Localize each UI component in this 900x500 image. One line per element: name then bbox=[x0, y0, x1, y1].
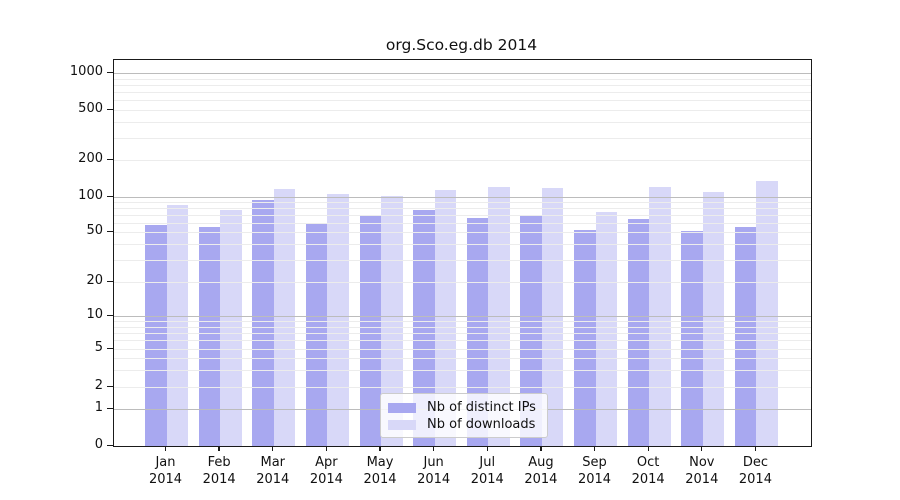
x-tick-mark-sep bbox=[593, 446, 596, 451]
bar-downloads-sep bbox=[595, 212, 618, 446]
legend-label-downloads: Nb of downloads bbox=[427, 417, 536, 432]
y-tick-label-500: 500 bbox=[78, 101, 103, 116]
x-tick-mark-feb bbox=[218, 446, 220, 451]
x-tick-mark-jun bbox=[433, 446, 435, 451]
y-tick-label-2: 2 bbox=[94, 378, 103, 393]
x-tick-label-dec: Dec 2014 bbox=[738, 455, 772, 487]
y-tick-label-20: 20 bbox=[86, 273, 103, 288]
x-tick-mark-nov bbox=[701, 446, 703, 451]
y-tick-label-10: 10 bbox=[86, 307, 103, 322]
bar-downloads-apr bbox=[327, 193, 349, 446]
bar-distinct-ips-jan bbox=[145, 224, 167, 446]
x-tick-label-jun: Jun 2014 bbox=[417, 455, 451, 487]
y-tick-mark-10 bbox=[107, 315, 113, 317]
bar-downloads-jun bbox=[434, 190, 457, 446]
y-tick-mark-100 bbox=[107, 196, 113, 198]
legend-row-downloads: Nb of downloads bbox=[388, 417, 538, 432]
x-tick-label-may: May 2014 bbox=[363, 455, 397, 487]
bar-downloads-nov bbox=[702, 191, 725, 446]
bar-distinct-ips-oct bbox=[627, 218, 650, 446]
y-tick-label-100: 100 bbox=[78, 188, 103, 203]
legend-label-distinct-ips: Nb of distinct IPs bbox=[427, 400, 536, 415]
y-tick-label-200: 200 bbox=[78, 151, 103, 166]
y-tick-mark-20 bbox=[107, 281, 113, 283]
x-tick-mark-dec bbox=[754, 446, 757, 451]
bar-distinct-ips-mar bbox=[252, 200, 274, 446]
bar-downloads-mar bbox=[273, 189, 296, 446]
y-tick-mark-1000 bbox=[107, 72, 113, 74]
bar-distinct-ips-may bbox=[359, 215, 382, 446]
y-tick-mark-0 bbox=[107, 445, 113, 447]
legend: Nb of distinct IPs Nb of downloads bbox=[380, 393, 548, 438]
y-tick-mark-5 bbox=[107, 348, 113, 350]
bar-downloads-jan bbox=[166, 204, 188, 446]
gridline-300 bbox=[114, 138, 811, 139]
y-tick-mark-50 bbox=[107, 231, 113, 233]
x-tick-label-nov: Nov 2014 bbox=[685, 455, 719, 487]
x-tick-label-jan: Jan 2014 bbox=[148, 455, 183, 487]
bar-distinct-ips-aug bbox=[520, 215, 542, 446]
x-tick-mark-jul bbox=[486, 446, 488, 451]
bar-downloads-dec bbox=[756, 180, 778, 446]
gridline-500 bbox=[114, 110, 811, 111]
x-tick-label-apr: Apr 2014 bbox=[309, 455, 343, 487]
x-tick-mark-apr bbox=[325, 446, 328, 451]
gridline-800 bbox=[114, 85, 811, 86]
x-tick-label-jul: Jul 2014 bbox=[470, 455, 504, 487]
bar-downloads-aug bbox=[541, 188, 564, 446]
gridline-400 bbox=[114, 122, 811, 123]
y-tick-mark-200 bbox=[107, 159, 113, 161]
x-tick-label-sep: Sep 2014 bbox=[577, 455, 612, 487]
x-tick-label-feb: Feb 2014 bbox=[202, 455, 236, 487]
x-tick-mark-aug bbox=[540, 446, 542, 451]
y-tick-label-50: 50 bbox=[86, 223, 103, 238]
gridline-600 bbox=[114, 100, 811, 101]
y-tick-label-1000: 1000 bbox=[69, 64, 103, 79]
bar-distinct-ips-jul bbox=[466, 217, 489, 446]
y-tick-mark-1 bbox=[107, 408, 113, 410]
bar-distinct-ips-sep bbox=[574, 230, 596, 446]
x-tick-mark-mar bbox=[272, 446, 274, 451]
bar-distinct-ips-nov bbox=[681, 231, 703, 446]
gridline-700 bbox=[114, 92, 811, 93]
bar-distinct-ips-dec bbox=[734, 227, 757, 446]
y-tick-label-5: 5 bbox=[94, 340, 103, 355]
legend-row-distinct-ips: Nb of distinct IPs bbox=[388, 400, 538, 415]
x-tick-mark-oct bbox=[647, 446, 649, 451]
legend-swatch-distinct-ips bbox=[388, 402, 416, 413]
x-tick-label-oct: Oct 2014 bbox=[631, 455, 665, 487]
bar-distinct-ips-apr bbox=[305, 223, 328, 446]
bar-downloads-feb bbox=[220, 210, 242, 446]
y-tick-label-0: 0 bbox=[94, 437, 103, 452]
gridline-900 bbox=[114, 79, 811, 80]
x-tick-mark-jan bbox=[164, 446, 167, 451]
y-tick-mark-2 bbox=[107, 386, 113, 388]
y-tick-label-1: 1 bbox=[94, 400, 103, 415]
x-tick-label-aug: Aug 2014 bbox=[524, 455, 558, 487]
y-tick-mark-500 bbox=[107, 109, 113, 111]
bar-distinct-ips-feb bbox=[198, 227, 221, 446]
gridline-200 bbox=[114, 160, 811, 161]
x-tick-mark-may bbox=[379, 446, 381, 451]
plot-area: Nb of distinct IPs Nb of downloads bbox=[113, 59, 812, 447]
legend-swatch-downloads bbox=[388, 419, 416, 430]
chart-title: org.Sco.eg.db 2014 bbox=[385, 36, 538, 54]
gridline-1000 bbox=[114, 73, 811, 74]
bar-downloads-oct bbox=[649, 186, 671, 446]
x-tick-label-mar: Mar 2014 bbox=[256, 455, 290, 487]
